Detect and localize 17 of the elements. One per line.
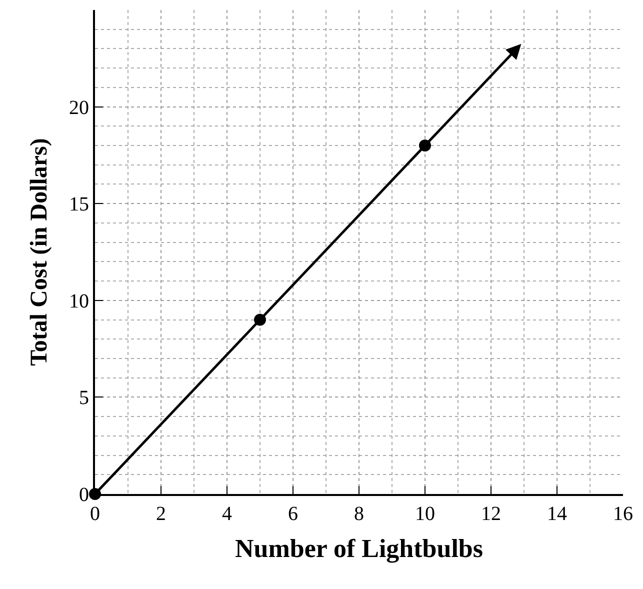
y-tick-label: 5 [79, 387, 89, 410]
x-tick-label: 8 [354, 503, 364, 525]
y-tick-label: 15 [69, 194, 89, 216]
x-tick-label: 12 [481, 503, 501, 525]
y-axis-title: Total Cost (in Dollars) [26, 138, 53, 366]
y-tick-label: 0 [79, 484, 89, 506]
y-tick-label: 20 [69, 96, 89, 119]
x-tick-label: 6 [288, 503, 298, 525]
x-tick-label: 4 [222, 503, 232, 525]
point [254, 314, 266, 326]
x-tick-label: 16 [613, 503, 633, 525]
y-tick-label: 10 [69, 290, 89, 312]
x-axis-title: Number of Lightbulbs [234, 534, 484, 564]
x-tick-label: 14 [547, 503, 567, 525]
x-tick-label: 10 [415, 503, 435, 525]
point [419, 140, 431, 152]
x-tick-label: 2 [156, 503, 166, 525]
